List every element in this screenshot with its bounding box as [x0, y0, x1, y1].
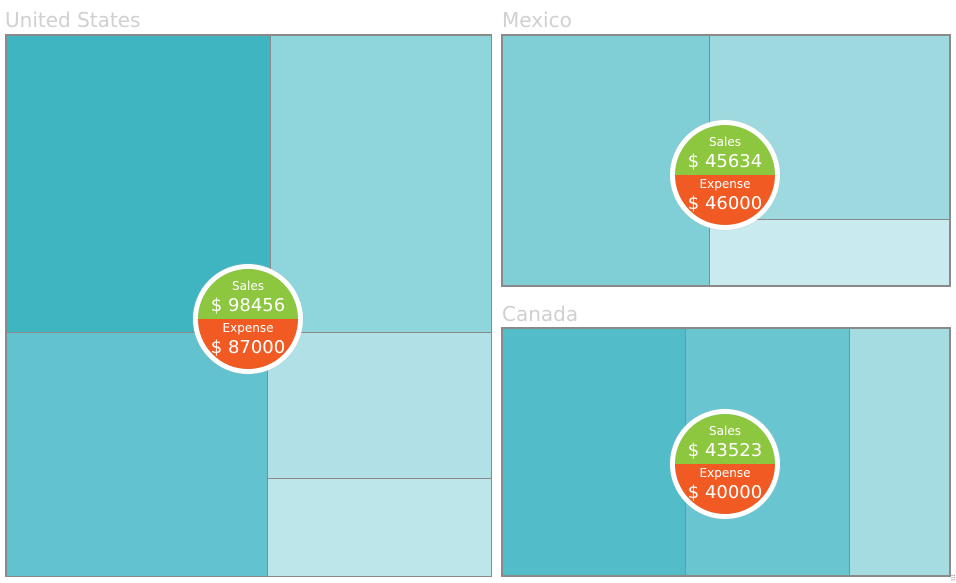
expense-value: $ 87000 [210, 337, 286, 358]
region-title-united-states: United States [5, 8, 141, 32]
treemap-cell[interactable] [270, 35, 492, 333]
treemap-cell[interactable] [849, 328, 950, 576]
treemap-cell[interactable] [502, 328, 687, 576]
sales-label: Sales [709, 135, 741, 149]
sales-label: Sales [709, 424, 741, 438]
sales-label: Sales [232, 279, 264, 293]
treemap-cell[interactable] [6, 332, 268, 577]
sales-value: $ 98456 [210, 295, 286, 316]
expense-value: $ 46000 [687, 193, 763, 214]
treemap-cell[interactable] [709, 219, 950, 286]
sales-expense-bubble-canada: Sales $ 43523 Expense $ 40000 [670, 409, 780, 519]
expense-label: Expense [699, 177, 751, 191]
region-title-mexico: Mexico [502, 8, 572, 32]
sales-expense-bubble-united-states: Sales $ 98456 Expense $ 87000 [193, 264, 303, 374]
treemap-united-states [5, 34, 492, 577]
sales-expense-bubble-mexico: Sales $ 45634 Expense $ 46000 [670, 120, 780, 230]
expense-label: Expense [699, 466, 751, 480]
treemap-cell[interactable] [267, 478, 492, 577]
sales-value: $ 45634 [687, 151, 763, 172]
expense-label: Expense [222, 321, 274, 335]
expense-value: $ 40000 [687, 482, 763, 503]
sales-value: $ 43523 [687, 440, 763, 461]
region-title-canada: Canada [502, 302, 579, 326]
resize-grip-icon[interactable]: ⠿ [950, 574, 956, 583]
treemap-cell[interactable] [267, 332, 492, 479]
treemap-canada [501, 327, 951, 577]
